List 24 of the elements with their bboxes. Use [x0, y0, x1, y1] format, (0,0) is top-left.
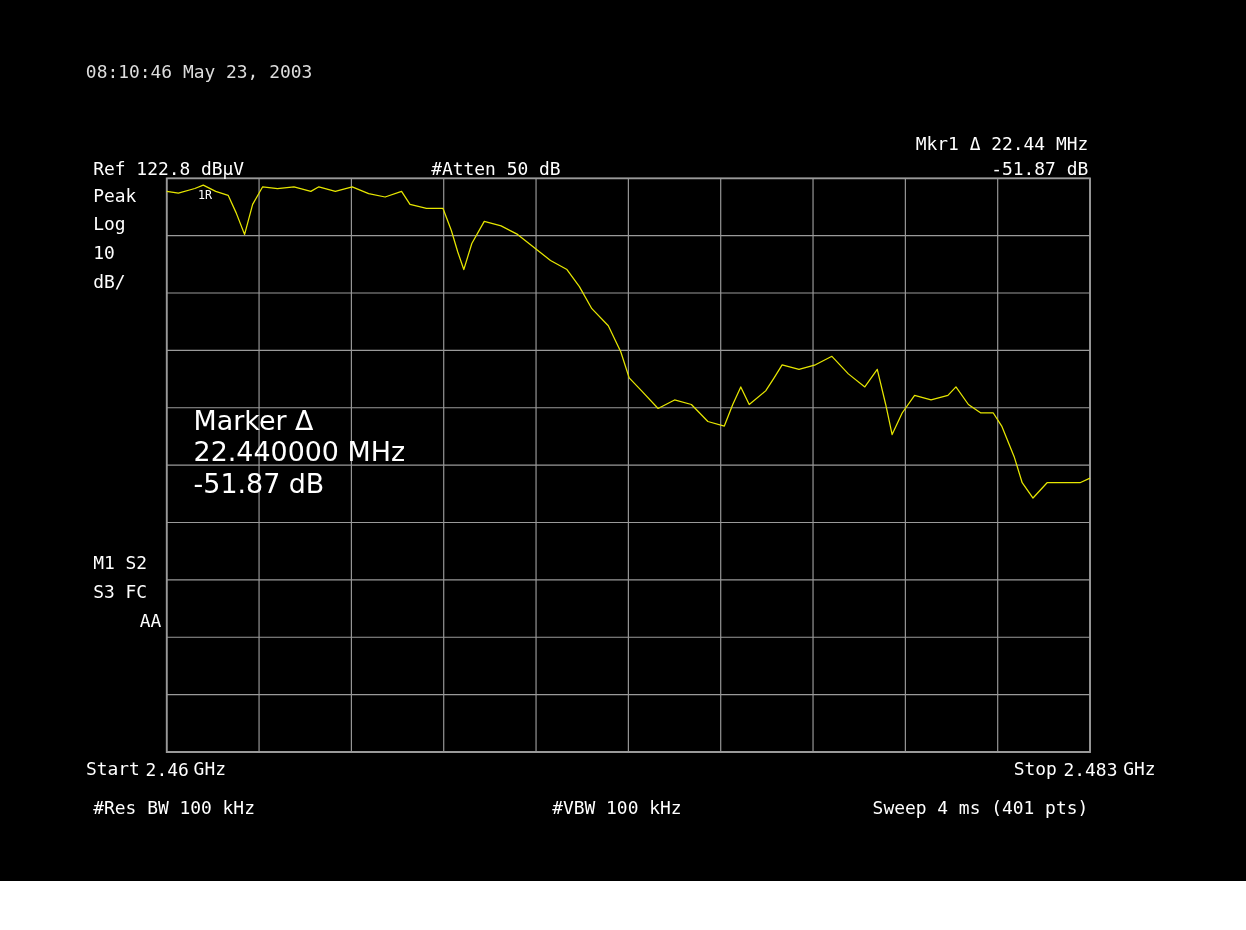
text: -51.87 dB — [991, 157, 1089, 179]
x-tick-label: 2.46 — [145, 758, 189, 780]
text: #Atten 50 dB — [431, 157, 561, 179]
text: AA — [139, 609, 162, 631]
annotation: -51.87 dB — [193, 467, 325, 499]
text: M1 S2 — [93, 552, 148, 574]
text: Peak — [93, 184, 137, 206]
annotation: Marker Δ — [193, 405, 315, 437]
text: dB/ — [93, 270, 126, 292]
text: Stop — [1013, 758, 1057, 780]
text: Log — [93, 213, 126, 235]
text: #Res BW 100 kHz — [93, 796, 255, 818]
text: GHz — [1123, 758, 1156, 780]
text: Sweep 4 ms (401 pts) — [872, 796, 1089, 818]
text: Start — [85, 758, 140, 780]
text: #VBW 100 kHz — [552, 796, 682, 818]
x-tick-label: 2.483 — [1063, 758, 1118, 780]
text: S3 FC — [93, 580, 148, 602]
annotation: 1R — [197, 188, 213, 203]
text: Mkr1 Δ 22.44 MHz — [915, 132, 1089, 154]
text: 10 — [93, 241, 115, 263]
text: Ref 122.8 dBµV — [93, 157, 245, 179]
text: GHz — [193, 758, 226, 780]
chart-title: 08:10:46 May 23, 2003 — [85, 60, 313, 82]
